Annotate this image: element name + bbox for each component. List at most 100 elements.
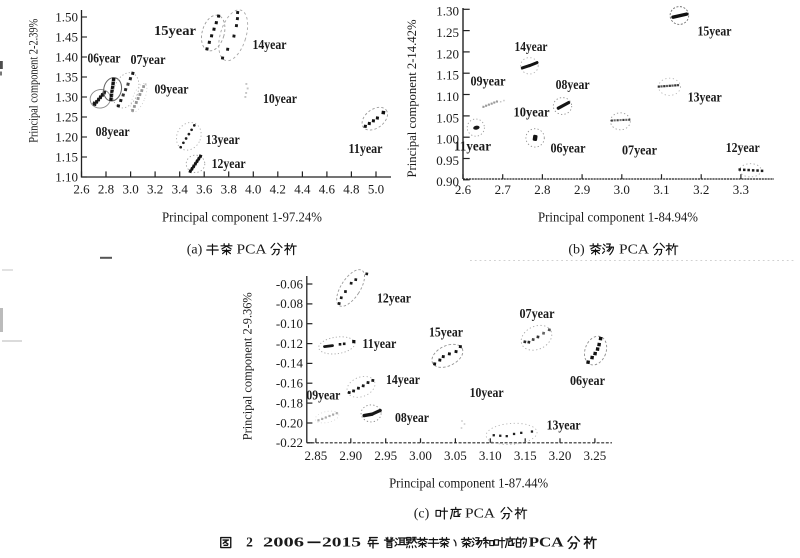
svg-text:PCA: PCA bbox=[619, 243, 650, 258]
svg-text:Principal component 1-97.24%: Principal component 1-97.24% bbox=[162, 210, 322, 225]
svg-text:4.0: 4.0 bbox=[245, 181, 261, 196]
svg-text:Principal component 1-84.94%: Principal component 1-84.94% bbox=[538, 210, 698, 225]
svg-text:15year: 15year bbox=[154, 23, 196, 38]
svg-text:3.2: 3.2 bbox=[693, 182, 709, 197]
svg-text:2: 2 bbox=[246, 535, 253, 550]
svg-text:2006: 2006 bbox=[263, 535, 304, 550]
svg-text:3.4: 3.4 bbox=[172, 181, 189, 196]
svg-text:08year: 08year bbox=[395, 410, 429, 425]
svg-text:2015: 2015 bbox=[322, 535, 361, 550]
svg-text:1.30: 1.30 bbox=[436, 4, 459, 19]
svg-text:3.8: 3.8 bbox=[221, 181, 237, 196]
svg-text:09year: 09year bbox=[471, 73, 506, 88]
svg-text:09year: 09year bbox=[306, 387, 340, 402]
svg-text:Principal component 2-9.36%: Principal component 2-9.36% bbox=[241, 292, 255, 440]
svg-text:-0.12: -0.12 bbox=[276, 336, 303, 351]
svg-text:4.6: 4.6 bbox=[319, 181, 336, 196]
svg-text:1.05: 1.05 bbox=[436, 110, 459, 125]
svg-text:(a): (a) bbox=[187, 243, 203, 258]
svg-text:2.6: 2.6 bbox=[455, 182, 472, 197]
svg-text:1.25: 1.25 bbox=[436, 25, 459, 40]
svg-text:2.6: 2.6 bbox=[73, 181, 90, 196]
svg-text:13year: 13year bbox=[206, 132, 240, 147]
svg-text:07year: 07year bbox=[520, 306, 555, 321]
svg-text:Principal component 1-87.44%: Principal component 1-87.44% bbox=[389, 476, 548, 491]
svg-text:10year: 10year bbox=[263, 91, 297, 106]
svg-text:3.0: 3.0 bbox=[614, 182, 630, 197]
svg-text:(b): (b) bbox=[568, 243, 585, 258]
svg-text:3.20: 3.20 bbox=[549, 448, 572, 463]
svg-text:06year: 06year bbox=[570, 373, 605, 388]
svg-text:1.50: 1.50 bbox=[55, 9, 78, 24]
svg-text:1.45: 1.45 bbox=[55, 29, 78, 44]
svg-text:-0.06: -0.06 bbox=[276, 276, 304, 291]
svg-text:13year: 13year bbox=[688, 90, 722, 105]
svg-text:(c): (c) bbox=[414, 507, 430, 522]
svg-text:1.35: 1.35 bbox=[55, 69, 78, 84]
svg-text:-0.14: -0.14 bbox=[276, 356, 304, 371]
svg-text:PCA: PCA bbox=[465, 507, 496, 522]
svg-text:3.05: 3.05 bbox=[444, 448, 467, 463]
svg-text:09year: 09year bbox=[155, 81, 189, 96]
svg-text:14year: 14year bbox=[386, 372, 420, 387]
svg-text:2.8: 2.8 bbox=[98, 181, 114, 196]
svg-text:06year: 06year bbox=[88, 51, 121, 66]
svg-text:06year: 06year bbox=[551, 140, 586, 155]
svg-text:5.0: 5.0 bbox=[368, 181, 384, 196]
svg-text:11year: 11year bbox=[362, 336, 396, 351]
svg-text:12year: 12year bbox=[726, 140, 760, 155]
svg-text:2.8: 2.8 bbox=[534, 182, 550, 197]
svg-text:-0.18: -0.18 bbox=[276, 395, 303, 410]
svg-text:07year: 07year bbox=[622, 142, 657, 157]
svg-text:3.0: 3.0 bbox=[122, 181, 138, 196]
svg-text:2.95: 2.95 bbox=[374, 448, 397, 463]
svg-text:-0.20: -0.20 bbox=[276, 415, 303, 430]
svg-text:14year: 14year bbox=[515, 39, 548, 54]
svg-text:-0.16: -0.16 bbox=[276, 376, 304, 391]
svg-text:3.25: 3.25 bbox=[584, 448, 607, 463]
svg-text:1.40: 1.40 bbox=[55, 49, 78, 64]
svg-text:1.20: 1.20 bbox=[55, 129, 78, 144]
svg-text:3.2: 3.2 bbox=[147, 181, 163, 196]
svg-text:10year: 10year bbox=[470, 385, 504, 400]
svg-text:PCA: PCA bbox=[529, 535, 564, 550]
svg-text:Principal component 2-2.39%: Principal component 2-2.39% bbox=[27, 19, 41, 143]
svg-text:3.1: 3.1 bbox=[653, 182, 669, 197]
svg-text:15year: 15year bbox=[698, 23, 732, 38]
svg-text:1.15: 1.15 bbox=[436, 68, 459, 83]
svg-text:08year: 08year bbox=[556, 77, 590, 92]
svg-text:11year: 11year bbox=[454, 138, 491, 153]
svg-text:12year: 12year bbox=[212, 156, 246, 171]
svg-text:3.10: 3.10 bbox=[479, 448, 502, 463]
svg-text:4.8: 4.8 bbox=[343, 181, 359, 196]
svg-text:2.90: 2.90 bbox=[339, 448, 362, 463]
svg-text:1.20: 1.20 bbox=[436, 46, 459, 61]
svg-text:4.2: 4.2 bbox=[270, 181, 286, 196]
svg-text:0.90: 0.90 bbox=[436, 174, 459, 189]
svg-text:12year: 12year bbox=[377, 290, 411, 305]
svg-text:Principal component 2-14.42%: Principal component 2-14.42% bbox=[405, 20, 419, 178]
svg-text:14year: 14year bbox=[253, 37, 287, 52]
svg-text:15year: 15year bbox=[429, 324, 463, 339]
svg-text:-0.10: -0.10 bbox=[276, 316, 303, 331]
svg-text:13year: 13year bbox=[547, 418, 581, 433]
svg-text:2.7: 2.7 bbox=[495, 182, 512, 197]
svg-text:3.15: 3.15 bbox=[514, 448, 537, 463]
svg-text:2.85: 2.85 bbox=[305, 448, 328, 463]
svg-text:4.4: 4.4 bbox=[294, 181, 311, 196]
svg-text:1.00: 1.00 bbox=[436, 132, 459, 147]
svg-text:1.10: 1.10 bbox=[55, 169, 78, 184]
svg-text:1.30: 1.30 bbox=[55, 89, 78, 104]
svg-text:2.9: 2.9 bbox=[574, 182, 590, 197]
svg-text:3.00: 3.00 bbox=[409, 448, 432, 463]
svg-text:-0.08: -0.08 bbox=[276, 296, 303, 311]
svg-text:10year: 10year bbox=[514, 104, 550, 119]
svg-text:07year: 07year bbox=[131, 52, 166, 67]
svg-text:1.15: 1.15 bbox=[55, 149, 78, 164]
svg-text:11year: 11year bbox=[349, 141, 383, 156]
svg-text:3.3: 3.3 bbox=[733, 182, 749, 197]
svg-text:PCA: PCA bbox=[237, 243, 268, 258]
svg-text:0.95: 0.95 bbox=[436, 153, 459, 168]
svg-text:1.25: 1.25 bbox=[55, 109, 78, 124]
svg-text:3.6: 3.6 bbox=[196, 181, 213, 196]
